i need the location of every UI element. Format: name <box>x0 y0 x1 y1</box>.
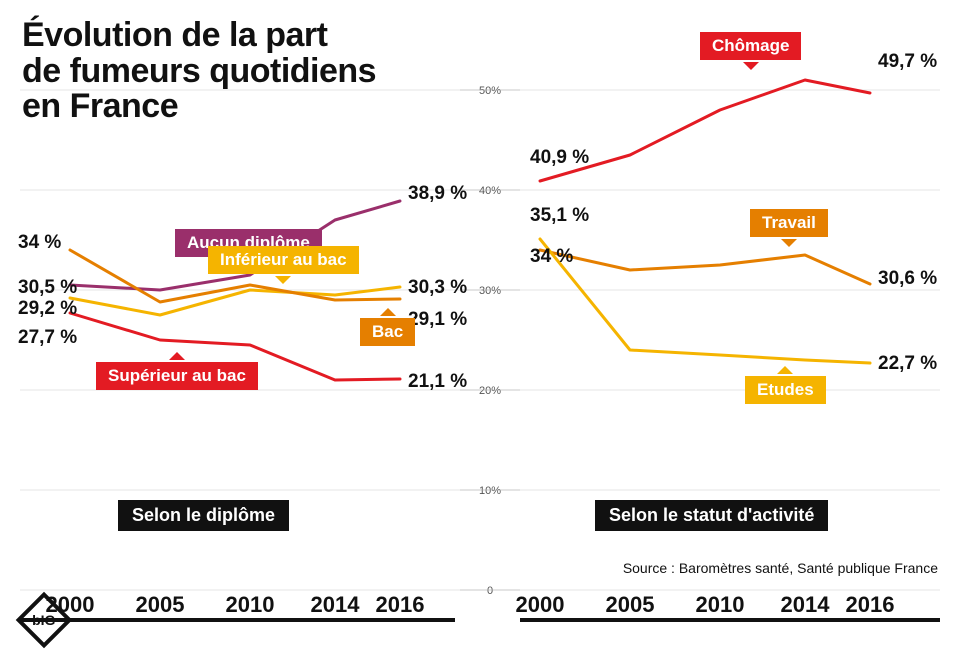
value-label: 30,6 % <box>878 268 937 290</box>
svg-text:40%: 40% <box>479 185 501 197</box>
series-tag: Chômage <box>700 32 801 60</box>
year-tick: 2014 <box>305 592 365 618</box>
year-tick: 2014 <box>775 592 835 618</box>
svg-text:30%: 30% <box>479 285 501 297</box>
value-label: 30,3 % <box>408 277 467 299</box>
value-label: 29,2 % <box>18 298 77 320</box>
right-subtitle: Selon le statut d'activité <box>595 500 828 531</box>
year-tick: 2005 <box>600 592 660 618</box>
value-label: 35,1 % <box>530 205 589 227</box>
value-label: 49,7 % <box>878 51 937 73</box>
series-tag: Supérieur au bac <box>96 362 258 390</box>
left-subtitle: Selon le diplôme <box>118 500 289 531</box>
value-label: 29,1 % <box>408 309 467 331</box>
year-tick: 2010 <box>220 592 280 618</box>
year-tick: 2010 <box>690 592 750 618</box>
svg-text:10%: 10% <box>479 485 501 497</box>
series-tag: Bac <box>360 318 415 346</box>
series-tag: Inférieur au bac <box>208 246 359 274</box>
year-tick: 2000 <box>510 592 570 618</box>
series-tag: Travail <box>750 209 828 237</box>
source-text: Source : Baromètres santé, Santé publiqu… <box>623 560 938 576</box>
series-tag: Etudes <box>745 376 826 404</box>
year-tick: 2016 <box>370 592 430 618</box>
value-label: 22,7 % <box>878 353 937 375</box>
value-label: 34 % <box>18 232 61 254</box>
value-label: 40,9 % <box>530 147 589 169</box>
svg-text:0: 0 <box>487 585 493 597</box>
svg-text:20%: 20% <box>479 385 501 397</box>
plot-canvas: 0 10% 20% 30% 40% 50% <box>0 0 960 657</box>
svg-text:50%: 50% <box>479 85 501 97</box>
value-label: 34 % <box>530 246 573 268</box>
value-label: 30,5 % <box>18 277 77 299</box>
year-tick: 2005 <box>130 592 190 618</box>
value-label: 27,7 % <box>18 327 77 349</box>
year-tick: 2016 <box>840 592 900 618</box>
value-label: 38,9 % <box>408 183 467 205</box>
value-label: 21,1 % <box>408 371 467 393</box>
